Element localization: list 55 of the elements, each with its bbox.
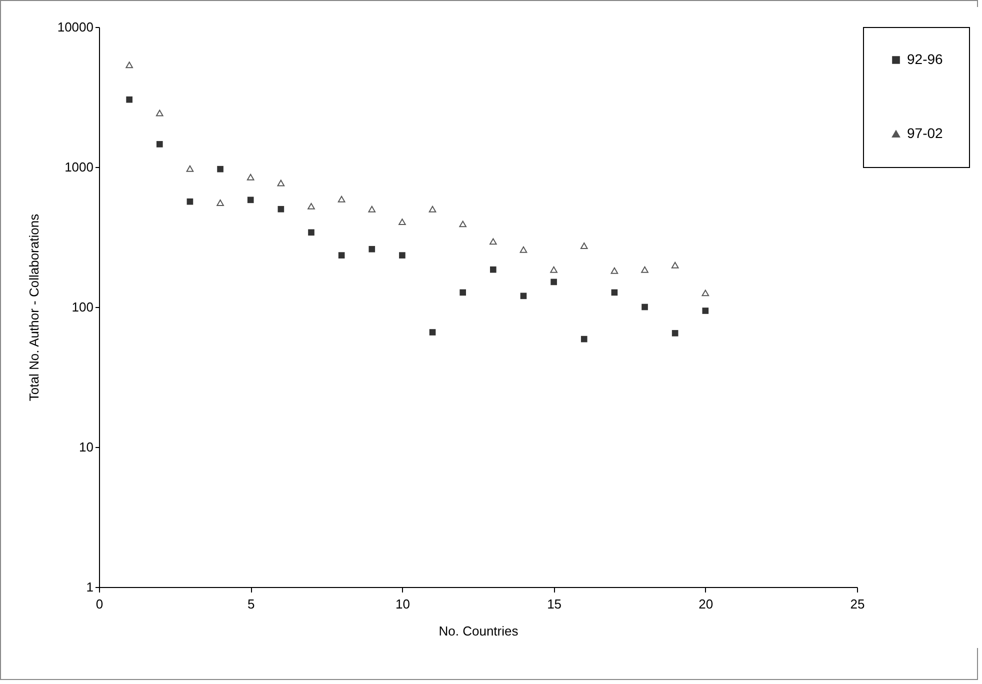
point <box>490 238 497 245</box>
y-tick-label: 10000 <box>57 20 94 34</box>
point <box>459 220 466 228</box>
point <box>580 242 588 249</box>
x-tick-label: 15 <box>547 596 562 612</box>
point <box>399 252 406 258</box>
x-tick-label: 10 <box>395 596 410 612</box>
x-axis-title: No. Countries <box>438 624 519 638</box>
point <box>156 110 164 116</box>
legend-label: 97-02 <box>907 125 944 141</box>
point <box>550 266 558 273</box>
point <box>246 174 254 180</box>
point <box>428 206 436 212</box>
point <box>398 218 406 226</box>
point <box>338 252 345 258</box>
y-tick-label: 10 <box>79 440 94 454</box>
point <box>520 246 528 253</box>
point <box>277 180 285 186</box>
point <box>611 289 618 296</box>
point <box>338 196 346 202</box>
point <box>610 267 618 274</box>
y-tick-label: 100 <box>72 300 94 314</box>
point <box>368 246 376 252</box>
x-tick-label: 5 <box>247 596 255 612</box>
point <box>186 198 194 205</box>
point <box>308 229 314 236</box>
point <box>702 308 709 314</box>
point <box>671 262 679 268</box>
point <box>216 200 224 206</box>
point <box>672 330 678 336</box>
y-tick-label: 1 <box>86 580 94 594</box>
point <box>186 165 194 172</box>
point <box>126 96 132 103</box>
point <box>247 196 254 204</box>
point <box>429 329 436 336</box>
point <box>126 62 133 68</box>
x-tick-label: 20 <box>698 596 714 612</box>
point <box>580 336 588 342</box>
point <box>550 278 557 286</box>
point <box>278 206 284 212</box>
y-tick-label: 1000 <box>64 160 94 174</box>
point <box>368 206 376 212</box>
point <box>702 290 710 296</box>
x-tick-label: 0 <box>96 596 104 612</box>
point <box>460 289 466 296</box>
legend-label: 92-96 <box>907 51 944 67</box>
y-axis-title: Total No. Author - Collaborations <box>26 213 42 402</box>
point <box>520 292 527 300</box>
point <box>490 266 496 273</box>
point <box>641 266 648 273</box>
point <box>308 202 315 210</box>
point <box>217 166 224 172</box>
point <box>156 141 163 148</box>
x-tick-label: 25 <box>850 596 865 612</box>
point <box>642 304 648 310</box>
